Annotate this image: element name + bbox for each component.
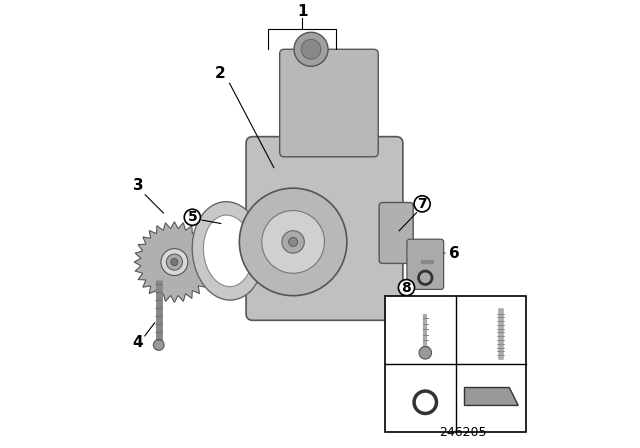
Ellipse shape xyxy=(204,215,253,287)
Circle shape xyxy=(262,211,324,273)
Text: 246205: 246205 xyxy=(440,426,487,439)
Circle shape xyxy=(398,280,415,296)
Text: 5: 5 xyxy=(188,210,197,224)
Polygon shape xyxy=(465,388,518,405)
Text: 8: 8 xyxy=(387,299,397,314)
Circle shape xyxy=(166,254,182,270)
Circle shape xyxy=(289,237,298,246)
Text: 1: 1 xyxy=(297,4,307,19)
Bar xyxy=(385,296,526,432)
Text: 5: 5 xyxy=(454,299,465,314)
Circle shape xyxy=(414,196,430,212)
Circle shape xyxy=(294,32,328,66)
FancyBboxPatch shape xyxy=(280,49,378,157)
Circle shape xyxy=(171,258,178,266)
Circle shape xyxy=(154,340,164,350)
FancyBboxPatch shape xyxy=(407,239,444,289)
Circle shape xyxy=(161,249,188,276)
Circle shape xyxy=(239,188,347,296)
Text: 8: 8 xyxy=(401,280,412,295)
Text: 2: 2 xyxy=(215,66,226,82)
Text: 7: 7 xyxy=(387,368,397,383)
Polygon shape xyxy=(134,222,215,302)
Circle shape xyxy=(282,231,305,253)
Circle shape xyxy=(184,209,200,225)
Text: 6: 6 xyxy=(449,246,460,261)
Text: 3: 3 xyxy=(133,178,144,194)
Circle shape xyxy=(419,347,431,359)
Text: 7: 7 xyxy=(417,197,427,211)
Circle shape xyxy=(301,39,321,59)
FancyBboxPatch shape xyxy=(379,202,413,263)
Ellipse shape xyxy=(192,202,264,300)
FancyBboxPatch shape xyxy=(246,137,403,320)
Text: 4: 4 xyxy=(132,335,143,350)
